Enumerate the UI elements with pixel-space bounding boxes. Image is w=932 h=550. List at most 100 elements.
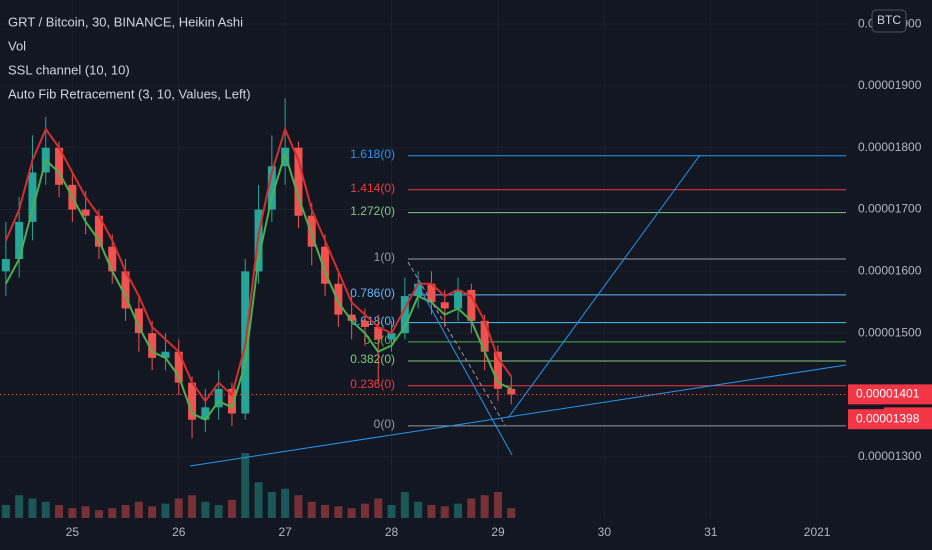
volume-bar <box>134 501 143 518</box>
legend-vol: Vol <box>8 38 26 53</box>
fib-label: 0(0) <box>374 417 395 431</box>
fib-label: 0.236(0) <box>350 377 395 391</box>
volume-bar <box>307 501 316 518</box>
volume-bar <box>108 508 117 518</box>
bid-price-badge <box>848 409 932 430</box>
x-tick-label: 2021 <box>804 525 831 539</box>
currency-badge[interactable]: BTC <box>871 9 907 33</box>
volume-bar <box>294 495 303 518</box>
x-tick-label: 28 <box>385 525 399 539</box>
candle-body <box>1 259 10 272</box>
fib-trend <box>407 261 506 426</box>
last-price-label: 0.00001401 <box>856 387 920 401</box>
candle-body <box>347 314 356 321</box>
legend-ssl: SSL channel (10, 10) <box>8 62 130 77</box>
volume-bar <box>454 503 463 518</box>
fib-label: 1.272(0) <box>350 204 395 218</box>
candle-body <box>188 382 197 420</box>
candle-body <box>161 351 170 358</box>
candle-body <box>454 289 463 309</box>
volume-bar <box>81 506 90 518</box>
candle-body <box>493 351 502 389</box>
volume-bar <box>227 499 236 518</box>
volume-bar <box>321 505 330 518</box>
last-price-badge <box>848 384 932 405</box>
y-tick-label: 0.00001900 <box>858 78 922 92</box>
candle-body <box>414 283 423 297</box>
y-tick-label: 0.00001700 <box>858 202 922 216</box>
volume-bar <box>68 508 77 518</box>
candle-body <box>374 326 383 340</box>
candle-body <box>15 221 24 259</box>
candle-body <box>28 172 37 222</box>
candle-body <box>480 320 489 352</box>
volume-bar <box>55 505 64 518</box>
candle-body <box>134 308 143 334</box>
candle-body <box>334 283 343 315</box>
trend-line <box>507 154 701 419</box>
volume-bar <box>94 510 103 518</box>
legend-symbol: GRT / Bitcoin, 30, BINANCE, Heikin Ashi <box>8 14 243 29</box>
candle-body <box>94 215 103 247</box>
currency-label: BTC <box>877 13 901 27</box>
candle-body <box>174 351 183 383</box>
legend: GRT / Bitcoin, 30, BINANCE, Heikin Ashi … <box>8 14 251 101</box>
volume-bar <box>254 482 263 518</box>
volume-bar <box>28 498 37 518</box>
candle-body <box>321 246 330 284</box>
candle-body <box>307 215 316 247</box>
candle-body <box>360 320 369 327</box>
candle-body <box>108 246 117 272</box>
volume-bar <box>214 505 223 518</box>
candle-body <box>227 388 236 414</box>
x-tick-label: 26 <box>172 525 186 539</box>
ssl-line <box>4 126 513 403</box>
candle-body <box>214 388 223 408</box>
y-tick-label: 0.00001600 <box>858 264 922 278</box>
volume-bar <box>1 505 10 518</box>
volume-bar <box>387 505 396 518</box>
volume-bar <box>161 503 170 518</box>
volume-bar <box>148 506 157 518</box>
currency-box <box>871 9 907 33</box>
volume-bar <box>507 508 516 518</box>
volume-bar <box>241 453 250 518</box>
fib-label: 0.382(0) <box>350 352 395 366</box>
volume-bar <box>427 505 436 518</box>
x-tick-label: 30 <box>598 525 612 539</box>
volume-bar <box>414 501 423 518</box>
volume-bar <box>347 508 356 518</box>
y-tick-label: 0.00001500 <box>858 325 922 339</box>
candle-body <box>55 147 64 185</box>
y-tick-label: 0.00001800 <box>858 140 922 154</box>
volume-bar <box>121 505 130 518</box>
candle-body <box>427 283 436 303</box>
volume-bar <box>400 492 409 518</box>
volume-bar <box>334 506 343 518</box>
fib-label: 0.786(0) <box>350 286 395 300</box>
candle-body <box>467 289 476 321</box>
x-tick-label: 31 <box>704 525 718 539</box>
volume-bar <box>360 503 369 518</box>
volume-bar <box>493 492 502 518</box>
volume-bar <box>374 498 383 518</box>
volume-bar <box>15 495 24 518</box>
candle-body <box>267 166 276 210</box>
trend-line <box>189 364 847 467</box>
legend-fib: Auto Fib Retracement (3, 10, Values, Lef… <box>8 86 251 101</box>
candle-body <box>507 388 516 395</box>
x-tick-label: 25 <box>66 525 80 539</box>
volume-bar <box>188 495 197 518</box>
volume-bar <box>174 498 183 518</box>
volume-bar <box>41 501 50 518</box>
candle-body <box>400 296 409 334</box>
x-tick-label: 27 <box>278 525 292 539</box>
volume-bar <box>267 492 276 518</box>
candle-body <box>201 407 210 420</box>
x-tick-label: 29 <box>491 525 505 539</box>
volume-bar <box>201 501 210 518</box>
fib-label: 1.618(0) <box>350 147 395 161</box>
volume-bar <box>440 506 449 518</box>
